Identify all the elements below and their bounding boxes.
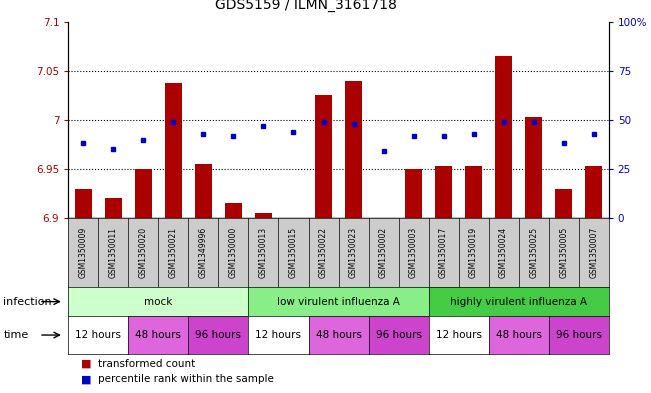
Text: GSM1350015: GSM1350015 <box>289 227 298 278</box>
Bar <box>225 204 242 218</box>
Text: percentile rank within the sample: percentile rank within the sample <box>98 374 273 384</box>
Text: GSM1350011: GSM1350011 <box>109 227 118 278</box>
Text: ■: ■ <box>81 374 92 384</box>
Text: GSM1350009: GSM1350009 <box>79 227 88 278</box>
Text: GSM1350023: GSM1350023 <box>349 227 358 278</box>
Bar <box>255 213 271 218</box>
Text: GSM1350017: GSM1350017 <box>439 227 448 278</box>
Text: transformed count: transformed count <box>98 358 195 369</box>
Text: GSM1350013: GSM1350013 <box>259 227 268 278</box>
Bar <box>315 95 332 218</box>
Bar <box>495 56 512 218</box>
Text: GSM1350025: GSM1350025 <box>529 227 538 278</box>
Bar <box>525 117 542 218</box>
Bar <box>165 83 182 218</box>
Text: GSM1349996: GSM1349996 <box>199 227 208 278</box>
Text: low virulent influenza A: low virulent influenza A <box>277 297 400 307</box>
Text: time: time <box>3 330 29 340</box>
Text: GSM1350021: GSM1350021 <box>169 227 178 278</box>
Text: GSM1350000: GSM1350000 <box>229 227 238 278</box>
Bar <box>465 166 482 218</box>
Text: highly virulent influenza A: highly virulent influenza A <box>450 297 587 307</box>
Text: 12 hours: 12 hours <box>76 330 121 340</box>
Text: 12 hours: 12 hours <box>436 330 482 340</box>
Text: mock: mock <box>145 297 173 307</box>
Text: 96 hours: 96 hours <box>195 330 242 340</box>
Text: GSM1350002: GSM1350002 <box>379 227 388 278</box>
Bar <box>555 189 572 218</box>
Bar <box>75 189 92 218</box>
Bar <box>345 81 362 218</box>
Text: GSM1350003: GSM1350003 <box>409 227 418 278</box>
Text: GDS5159 / ILMN_3161718: GDS5159 / ILMN_3161718 <box>215 0 397 12</box>
Text: 48 hours: 48 hours <box>316 330 361 340</box>
Text: infection: infection <box>3 297 52 307</box>
Bar <box>195 164 212 218</box>
Text: 48 hours: 48 hours <box>495 330 542 340</box>
Bar <box>436 166 452 218</box>
Text: GSM1350005: GSM1350005 <box>559 227 568 278</box>
Bar <box>585 166 602 218</box>
Text: GSM1350007: GSM1350007 <box>589 227 598 278</box>
Text: ■: ■ <box>81 358 92 369</box>
Text: GSM1350022: GSM1350022 <box>319 227 328 278</box>
Text: 96 hours: 96 hours <box>556 330 602 340</box>
Text: 48 hours: 48 hours <box>135 330 182 340</box>
Bar <box>105 198 122 218</box>
Text: 96 hours: 96 hours <box>376 330 422 340</box>
Text: 12 hours: 12 hours <box>255 330 301 340</box>
Text: GSM1350020: GSM1350020 <box>139 227 148 278</box>
Bar <box>406 169 422 218</box>
Text: GSM1350024: GSM1350024 <box>499 227 508 278</box>
Text: GSM1350019: GSM1350019 <box>469 227 478 278</box>
Bar <box>135 169 152 218</box>
